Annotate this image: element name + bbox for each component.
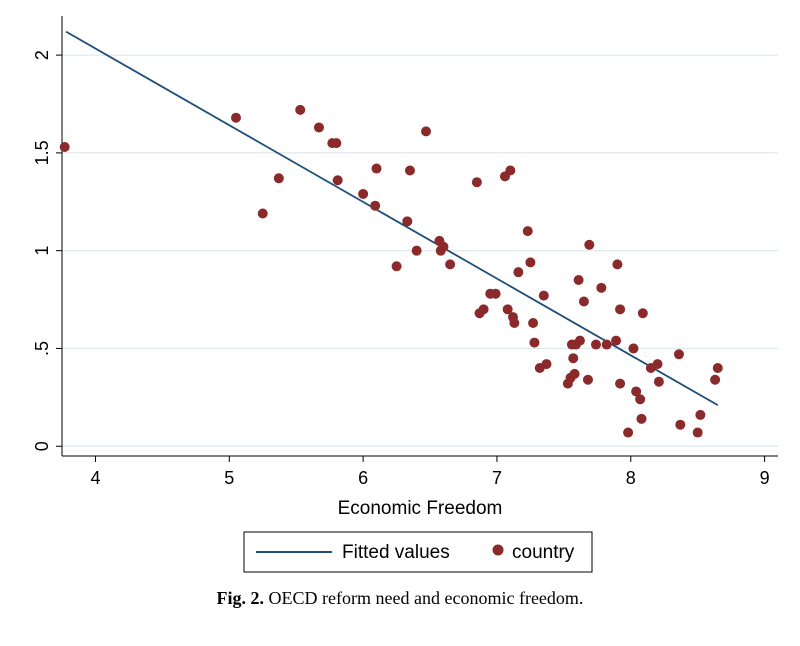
country-point (636, 413, 647, 424)
country-point (528, 318, 539, 329)
country-point (513, 267, 524, 278)
legend-country-swatch (492, 544, 504, 556)
country-point (331, 138, 342, 149)
country-point (596, 282, 607, 293)
plot-area (62, 16, 778, 456)
country-point (490, 288, 501, 299)
country-point (358, 188, 369, 199)
country-point (370, 200, 381, 211)
y-tick-label: 2 (32, 50, 52, 60)
country-point (637, 308, 648, 319)
country-point (615, 304, 626, 315)
x-axis-title: Economic Freedom (338, 498, 503, 519)
country-point (695, 409, 706, 420)
country-point (445, 259, 456, 270)
country-point (673, 349, 684, 360)
country-point (525, 257, 536, 268)
y-tick-label: 0 (32, 441, 52, 451)
country-point (371, 163, 382, 174)
country-point (590, 339, 601, 350)
country-point (273, 173, 284, 184)
country-point (623, 427, 634, 438)
legend: Fitted values country (243, 531, 593, 573)
country-series (59, 104, 723, 438)
country-point (692, 427, 703, 438)
country-point (675, 419, 686, 430)
x-tick-label: 4 (90, 468, 100, 488)
country-point (391, 261, 402, 272)
country-point (538, 290, 549, 301)
country-point (601, 339, 612, 350)
country-point (505, 165, 516, 176)
axes (56, 16, 778, 462)
country-point (635, 394, 646, 405)
country-point (529, 337, 540, 348)
country-point (652, 359, 663, 370)
country-point (584, 239, 595, 250)
country-point (541, 359, 552, 370)
country-point (402, 216, 413, 227)
country-point (509, 318, 520, 329)
x-tick-label: 7 (492, 468, 502, 488)
country-point (404, 165, 415, 176)
legend-country-label: country (512, 542, 575, 563)
figure-caption-label: Fig. 2. (216, 588, 265, 608)
figure-caption: Fig. 2. OECD reform need and economic fr… (0, 588, 800, 609)
x-tick-label: 8 (626, 468, 636, 488)
country-point (522, 226, 533, 237)
country-point (502, 304, 513, 315)
country-point (569, 368, 580, 379)
figure-caption-text: OECD reform need and economic freedom. (268, 588, 584, 608)
country-point (615, 378, 626, 389)
y-tick-label: 1.5 (32, 140, 52, 165)
country-point (612, 259, 623, 270)
country-point (578, 296, 589, 307)
x-tick-label: 6 (358, 468, 368, 488)
country-point (568, 353, 579, 364)
country-point (411, 245, 422, 256)
y-tick-label: .5 (32, 341, 52, 356)
country-point (471, 177, 482, 188)
country-point (710, 374, 721, 385)
country-point (574, 335, 585, 346)
country-point (438, 241, 449, 252)
country-point (295, 104, 306, 115)
country-point (332, 175, 343, 186)
country-point (257, 208, 268, 219)
country-point (712, 363, 723, 373)
country-point (582, 374, 593, 385)
legend-fit-label: Fitted values (342, 542, 450, 563)
tick-labels: 0 .5 1 1.5 2 4 5 6 7 8 9 (32, 50, 770, 488)
country-point (59, 142, 70, 153)
country-point (421, 126, 432, 137)
country-point (313, 122, 324, 133)
x-tick-label: 9 (760, 468, 770, 488)
country-point (631, 386, 642, 397)
country-point (573, 275, 584, 285)
country-point (230, 112, 241, 123)
country-point (653, 376, 664, 387)
country-point (628, 343, 639, 354)
y-tick-label: 1 (32, 246, 52, 256)
country-point (611, 335, 622, 346)
x-tick-label: 5 (224, 468, 234, 488)
country-point (478, 304, 489, 315)
